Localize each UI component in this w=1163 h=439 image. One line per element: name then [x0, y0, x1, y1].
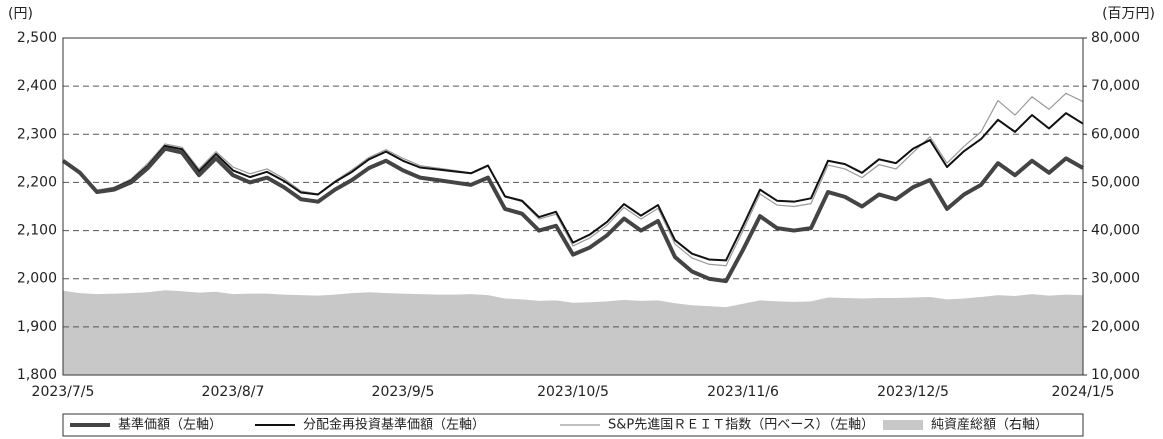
x-tick-label: 2024/1/5: [1052, 384, 1115, 400]
legend-label: 分配金再投資基準価額（左軸）: [303, 417, 485, 433]
x-tick-label: 2023/10/5: [537, 384, 609, 400]
legend-swatch: [883, 420, 923, 430]
y-tick-label: 2,200: [17, 174, 57, 190]
x-tick-label: 2023/8/7: [202, 384, 265, 400]
y-tick-label: 2,100: [17, 223, 57, 239]
x-tick-label: 2023/7/5: [32, 384, 95, 400]
x-tick-label: 2023/12/5: [877, 384, 949, 400]
y2-unit: (百万円): [1102, 6, 1155, 22]
legend-box: [62, 413, 1084, 437]
legend: 基準価額（左軸） 分配金再投資基準価額（左軸） S&P先進国ＲＥＩＴ指数（円ベース）…: [62, 413, 1084, 437]
area: [63, 290, 1083, 375]
x-tick-label: 2023/11/6: [707, 384, 779, 400]
legend-label: S&P先進国ＲＥＩＴ指数（円ベース）（左軸）: [608, 418, 874, 433]
y-tick-label: 2,500: [17, 30, 57, 46]
y2-tick-label: 70,000: [1091, 78, 1140, 94]
y-tick-label: 2,300: [17, 126, 57, 142]
y2-tick-label: 40,000: [1091, 223, 1140, 239]
y-unit: (円): [8, 6, 33, 22]
y2-tick-label: 30,000: [1091, 271, 1140, 287]
y-tick-label: 2,400: [17, 78, 57, 94]
y2-tick-label: 50,000: [1091, 174, 1140, 190]
y2-tick-label: 80,000: [1091, 30, 1140, 46]
legend-label: 純資産総額（右軸）: [931, 417, 1048, 433]
y-tick-label: 2,000: [17, 271, 57, 287]
y2-tick-label: 10,000: [1091, 367, 1140, 383]
plot-frame: [62, 37, 1084, 376]
line: [61, 146, 1084, 284]
y2-tick-label: 60,000: [1091, 126, 1140, 142]
x-tick-label: 2023/9/5: [372, 384, 435, 400]
y-tick-label: 1,800: [17, 367, 57, 383]
y2-tick-label: 20,000: [1091, 319, 1140, 335]
y-tick-label: 1,900: [17, 319, 57, 335]
line: [62, 92, 1084, 267]
legend-label: 基準価額（左軸）: [118, 417, 222, 433]
line: [62, 112, 1084, 262]
